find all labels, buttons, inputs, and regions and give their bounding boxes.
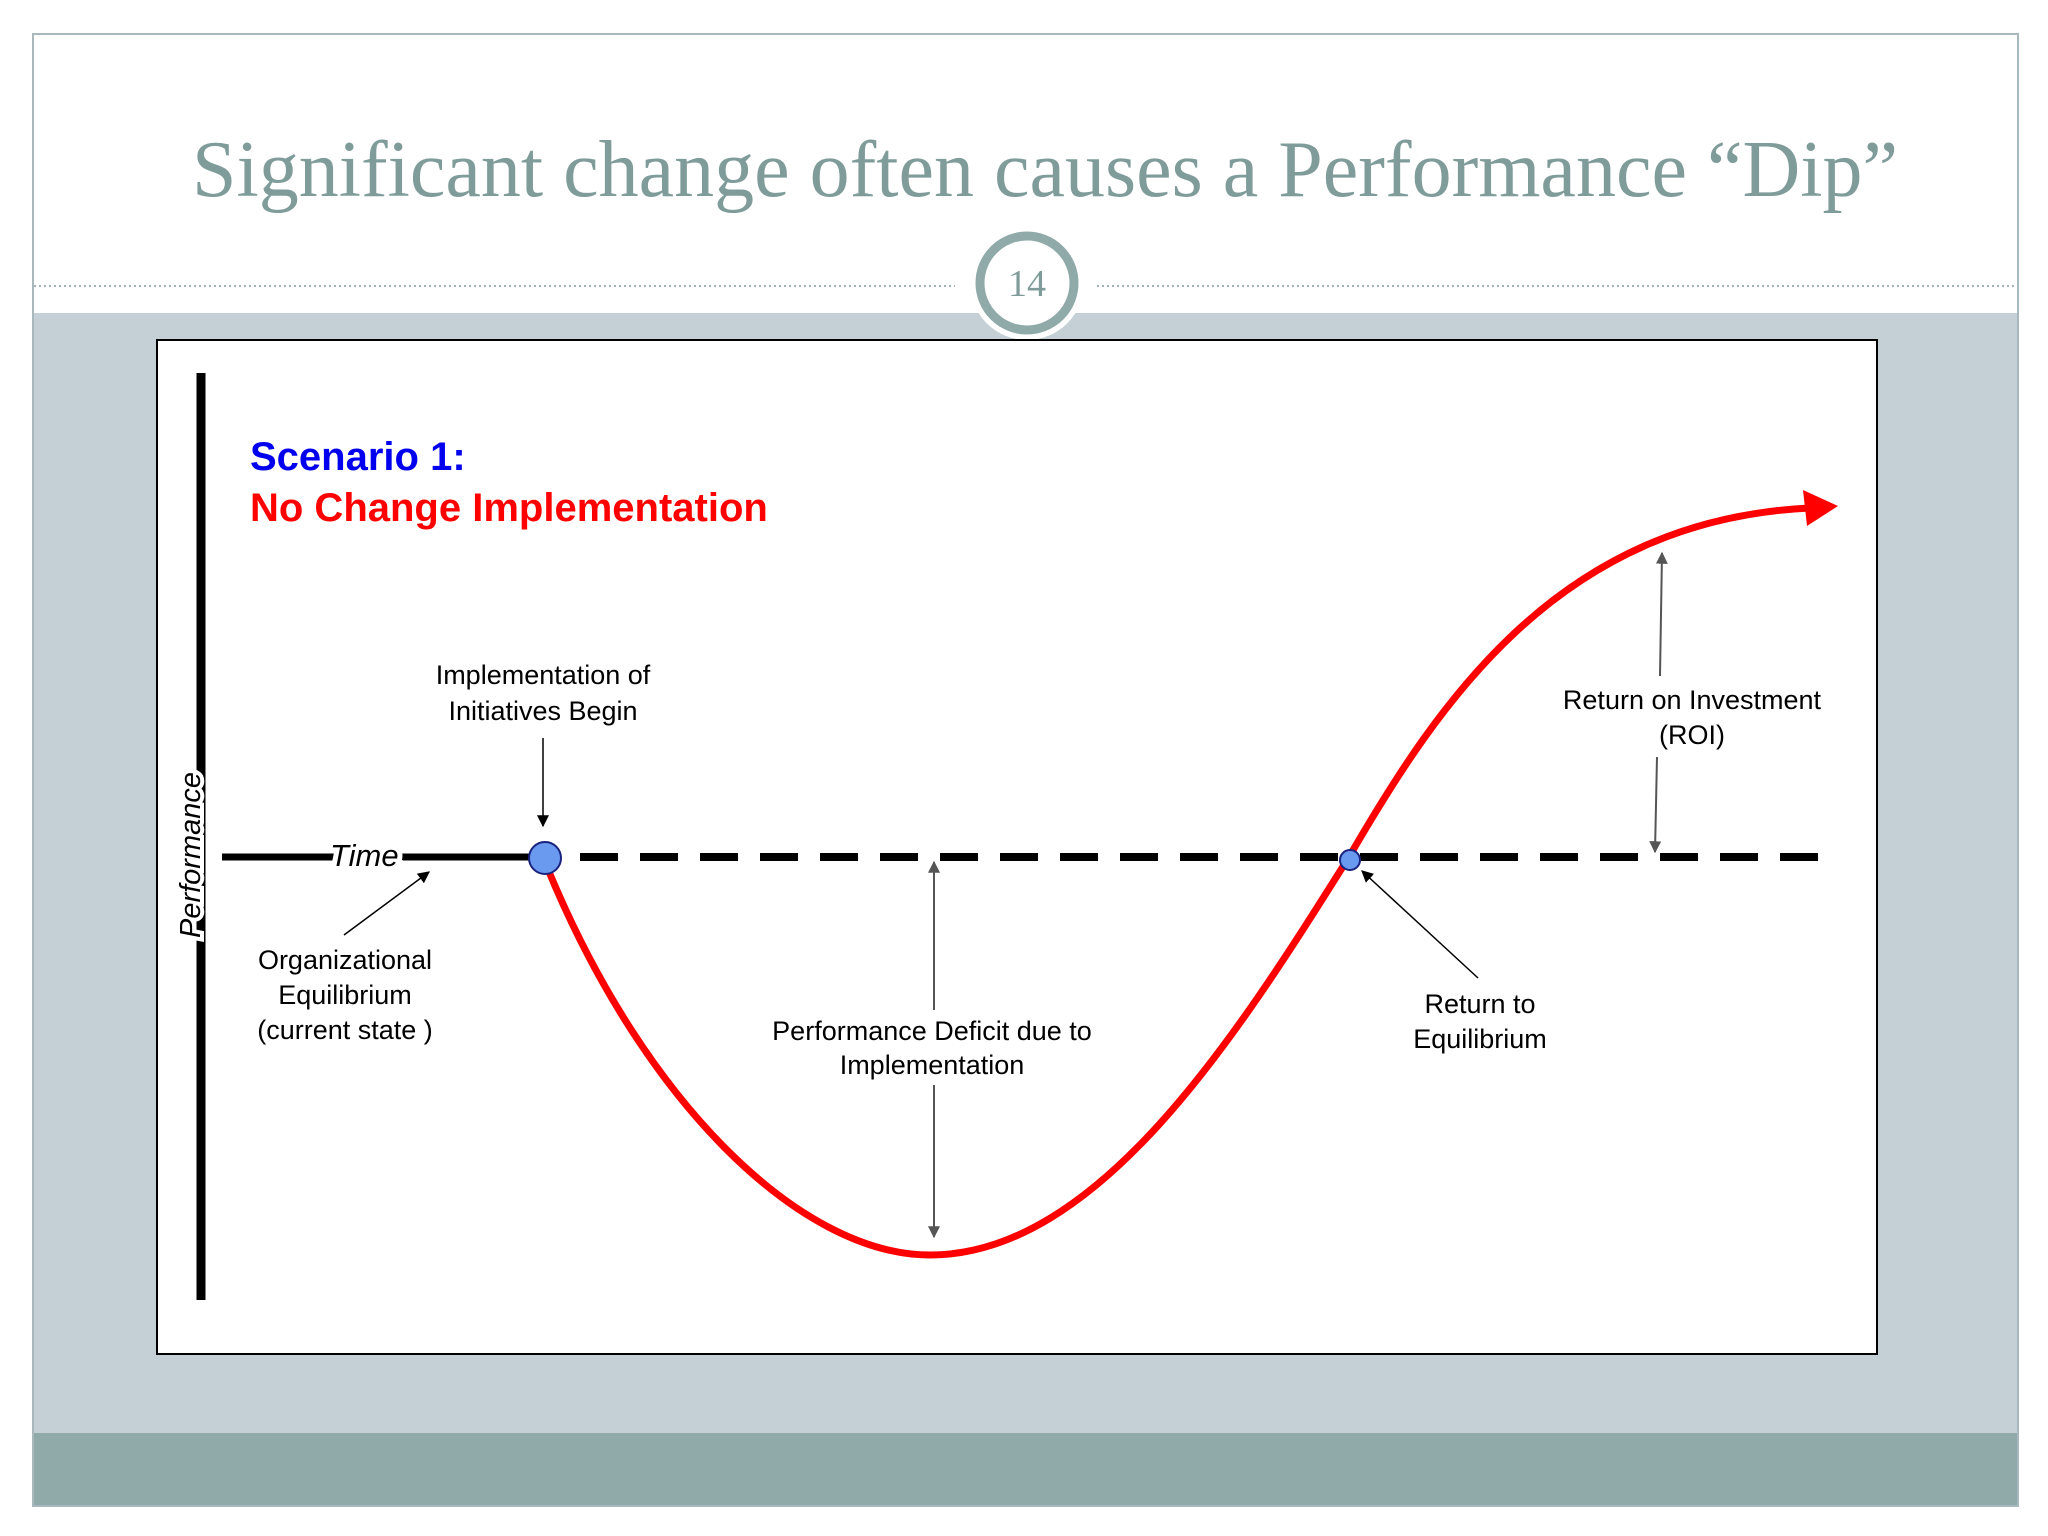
return-label-line1: Return to: [1424, 989, 1535, 1019]
time-axis-label: Time: [330, 838, 399, 873]
footer-band: [34, 1433, 2017, 1505]
implementation-label-line2: Initiatives Begin: [448, 696, 637, 726]
implementation-label-line1: Implementation of: [436, 660, 651, 690]
performance-axis-label: Performance: [175, 772, 207, 938]
equilibrium-label-line2: Equilibrium: [278, 980, 412, 1010]
return-arrow: [1361, 870, 1479, 979]
deficit-label-line2: Implementation: [840, 1050, 1025, 1080]
roi-arrow-up: [1655, 551, 1668, 677]
equilibrium-label-line3: (current state ): [257, 1015, 433, 1045]
deficit-label-line1: Performance Deficit due to: [772, 1016, 1092, 1046]
page-number-ring: [975, 231, 1079, 335]
slide-title: Significant change often causes a Perfor…: [192, 126, 1898, 214]
scenario-name: No Change Implementation: [250, 486, 768, 530]
diagram-panel: Performance Time Scenario 1: No Change I…: [156, 339, 1878, 1355]
curve-arrowhead: [1803, 490, 1838, 526]
return-label-line2: Equilibrium: [1413, 1024, 1547, 1054]
page-number: 14: [1008, 263, 1046, 305]
implementation-start-marker: [528, 841, 562, 875]
equilibrium-label-line1: Organizational: [258, 945, 432, 975]
roi-label-line1: Return on Investment: [1563, 685, 1822, 715]
roi-label-line2: (ROI): [1659, 720, 1725, 750]
equilibrium-arrow: [343, 871, 430, 936]
roi-arrow-down: [1649, 756, 1662, 854]
return-to-equilibrium-marker: [1339, 849, 1361, 871]
scenario-label: Scenario 1:: [250, 435, 466, 479]
performance-dip-curve: [539, 504, 1814, 1259]
diagram-background: [156, 339, 1878, 1355]
